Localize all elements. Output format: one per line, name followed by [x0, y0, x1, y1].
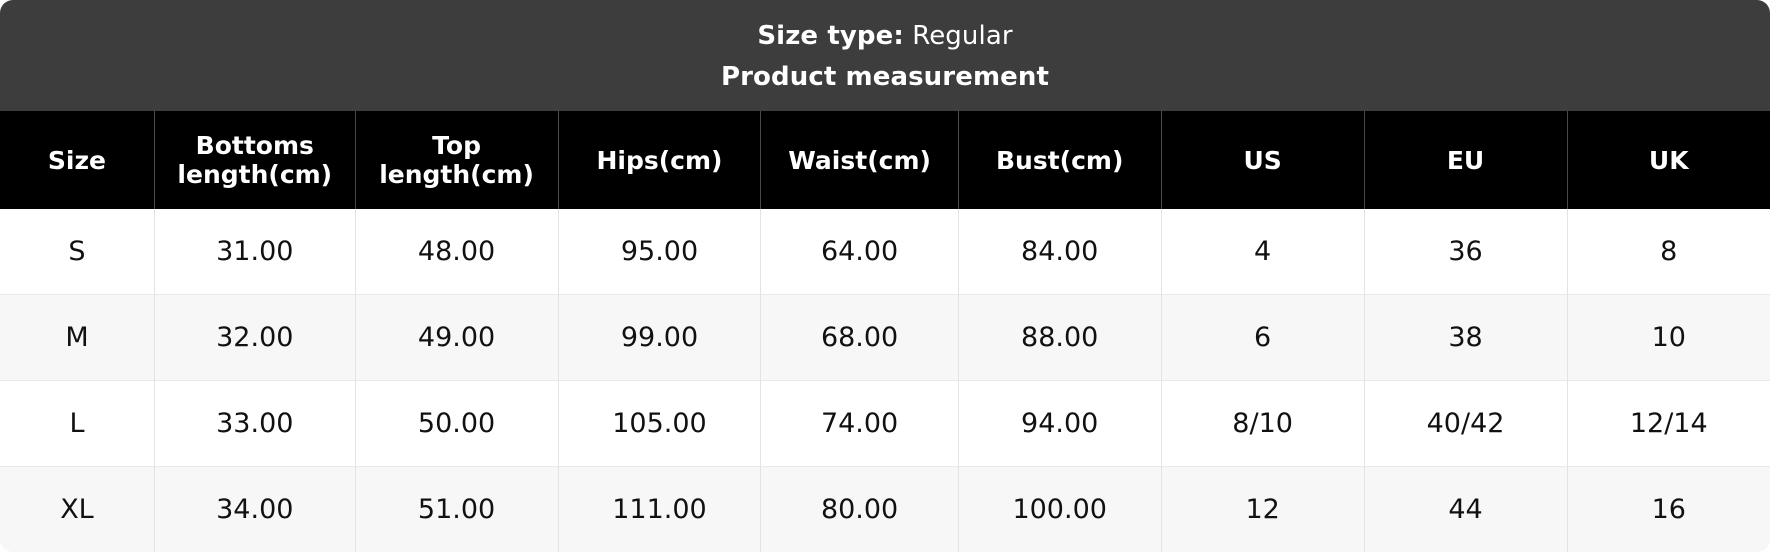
cell-uk: 16 [1567, 466, 1770, 552]
cell-hips: 111.00 [558, 466, 762, 552]
cell-uk: 10 [1567, 294, 1770, 381]
cell-eu: 44 [1364, 466, 1568, 552]
size-type-value: Regular [912, 21, 1013, 51]
cell-waist: 64.00 [760, 209, 959, 295]
cell-waist: 74.00 [760, 380, 959, 467]
cell-us: 12 [1161, 466, 1365, 552]
cell-bust: 94.00 [958, 380, 1162, 467]
cell-bottoms-length: 31.00 [154, 209, 356, 295]
cell-hips: 95.00 [558, 209, 762, 295]
cell-bust: 84.00 [958, 209, 1162, 295]
cell-eu: 36 [1364, 209, 1568, 295]
cell-top-length: 50.00 [355, 380, 559, 467]
cell-eu: 38 [1364, 294, 1568, 381]
header-row: Size Bottoms length(cm) Top length(cm) H… [0, 111, 1770, 210]
cell-uk: 12/14 [1567, 380, 1770, 467]
column-header-bust: Bust(cm) [958, 111, 1162, 210]
cell-bottoms-length: 34.00 [154, 466, 356, 552]
cell-hips: 105.00 [558, 380, 762, 467]
table-row: L 33.00 50.00 105.00 74.00 94.00 8/10 40… [0, 380, 1770, 467]
cell-top-length: 49.00 [355, 294, 559, 381]
cell-uk: 8 [1567, 209, 1770, 295]
section-title: Product measurement [720, 61, 1050, 92]
table-row: M 32.00 49.00 99.00 68.00 88.00 6 38 10 [0, 294, 1770, 381]
table-row: XL 34.00 51.00 111.00 80.00 100.00 12 44… [0, 466, 1770, 552]
cell-size: S [0, 209, 155, 295]
column-header-size: Size [0, 111, 155, 210]
cell-bust: 100.00 [958, 466, 1162, 552]
table-body: S 31.00 48.00 95.00 64.00 84.00 4 36 8 M… [0, 209, 1770, 552]
cell-bust: 88.00 [958, 294, 1162, 381]
cell-eu: 40/42 [1364, 380, 1568, 467]
cell-size: XL [0, 466, 155, 552]
cell-bottoms-length: 33.00 [154, 380, 356, 467]
column-header-us: US [1161, 111, 1365, 210]
cell-us: 8/10 [1161, 380, 1365, 467]
column-header-top-length: Top length(cm) [355, 111, 559, 210]
cell-size: L [0, 380, 155, 467]
cell-waist: 80.00 [760, 466, 959, 552]
column-header-waist: Waist(cm) [760, 111, 959, 210]
table-row: S 31.00 48.00 95.00 64.00 84.00 4 36 8 [0, 209, 1770, 295]
cell-bottoms-length: 32.00 [154, 294, 356, 381]
cell-size: M [0, 294, 155, 381]
column-header-uk: UK [1567, 111, 1770, 210]
column-header-hips: Hips(cm) [558, 111, 762, 210]
cell-waist: 68.00 [760, 294, 959, 381]
column-header-eu: EU [1364, 111, 1568, 210]
size-type-label: Size type: [757, 21, 904, 51]
cell-us: 4 [1161, 209, 1365, 295]
measurement-table: Size Bottoms length(cm) Top length(cm) H… [0, 111, 1770, 552]
chart-banner: Size type: Regular Product measurement [0, 0, 1770, 112]
table-header: Size Bottoms length(cm) Top length(cm) H… [0, 111, 1770, 210]
cell-top-length: 48.00 [355, 209, 559, 295]
cell-us: 6 [1161, 294, 1365, 381]
size-type-line: Size type: Regular [0, 16, 1770, 57]
cell-top-length: 51.00 [355, 466, 559, 552]
column-header-bottoms-length: Bottoms length(cm) [154, 111, 356, 210]
cell-hips: 99.00 [558, 294, 762, 381]
